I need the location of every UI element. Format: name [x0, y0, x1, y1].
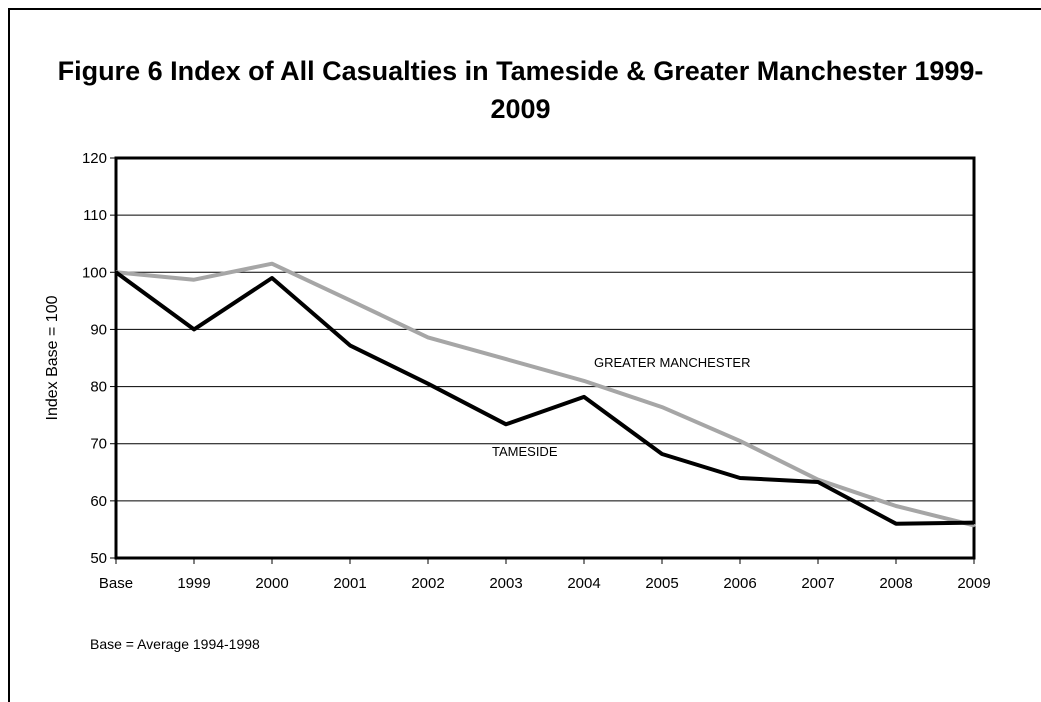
data-point-tameside	[738, 476, 742, 480]
data-point-greater-manchester	[894, 504, 898, 508]
data-point-greater-manchester	[192, 278, 196, 282]
series-label-tameside: TAMESIDE	[492, 444, 558, 459]
chart-frame	[8, 8, 1041, 702]
y-tick-label: 110	[83, 207, 107, 224]
data-point-tameside	[816, 480, 820, 484]
series-line-greater-manchester	[115, 261, 975, 528]
y-tick-label: 50	[90, 550, 107, 567]
y-tick-label: 60	[90, 493, 107, 510]
data-point-tameside	[426, 382, 430, 386]
y-tick-label: 100	[82, 264, 107, 281]
series-line-tameside	[114, 270, 975, 526]
y-tick-label: 120	[82, 150, 107, 167]
y-axis-label: Index Base = 100	[44, 295, 61, 420]
data-point-tameside	[504, 422, 508, 426]
data-point-tameside	[114, 270, 118, 274]
x-tick-label: 2000	[255, 575, 288, 592]
x-tick-label: 2008	[879, 575, 912, 592]
grid-lines	[116, 214, 974, 502]
data-point-greater-manchester	[582, 379, 586, 383]
data-point-tameside	[660, 452, 664, 456]
y-tick-label: 70	[90, 436, 107, 453]
series-label-greater-manchester: GREATER MANCHESTER	[594, 355, 751, 370]
x-tick-label: Base	[99, 575, 133, 592]
chart-title-line-1: Figure 6 Index of All Casualties in Tame…	[57, 56, 984, 86]
data-point-greater-manchester	[348, 298, 352, 302]
data-point-tameside	[192, 327, 196, 331]
y-tick-label: 80	[90, 379, 107, 396]
y-tick-label: 90	[90, 321, 107, 338]
x-tick-label: 2001	[333, 575, 366, 592]
data-point-greater-manchester	[504, 357, 508, 361]
data-point-tameside	[348, 343, 352, 347]
data-point-greater-manchester	[426, 335, 430, 339]
data-point-tameside	[894, 522, 898, 526]
data-point-greater-manchester	[738, 439, 742, 443]
x-axis-ticks: Base 1999 2000 2001 2002 2003 2004 2005 2006 2007…	[99, 558, 991, 592]
data-point-tameside	[270, 276, 274, 280]
plot-area-border	[114, 156, 976, 560]
x-tick-label: 2009	[957, 575, 990, 592]
series-lines	[114, 261, 976, 528]
y-axis-ticks: 50 60 70 80 90 100 110 120	[82, 150, 116, 567]
x-tick-label: 1999	[177, 575, 210, 592]
x-tick-label: 2006	[723, 575, 756, 592]
chart-title-line-2: 2009	[490, 94, 551, 124]
data-point-greater-manchester	[972, 523, 976, 527]
data-point-greater-manchester	[660, 405, 664, 409]
x-tick-label: 2005	[645, 575, 678, 592]
x-tick-label: 2007	[801, 575, 834, 592]
x-tick-label: 2003	[489, 575, 522, 592]
base-note: Base = Average 1994-1998	[90, 636, 260, 652]
x-tick-label: 2004	[567, 575, 600, 592]
data-point-tameside	[972, 521, 976, 525]
data-point-tameside	[582, 395, 586, 399]
data-point-greater-manchester	[270, 262, 274, 266]
x-tick-label: 2002	[411, 575, 444, 592]
